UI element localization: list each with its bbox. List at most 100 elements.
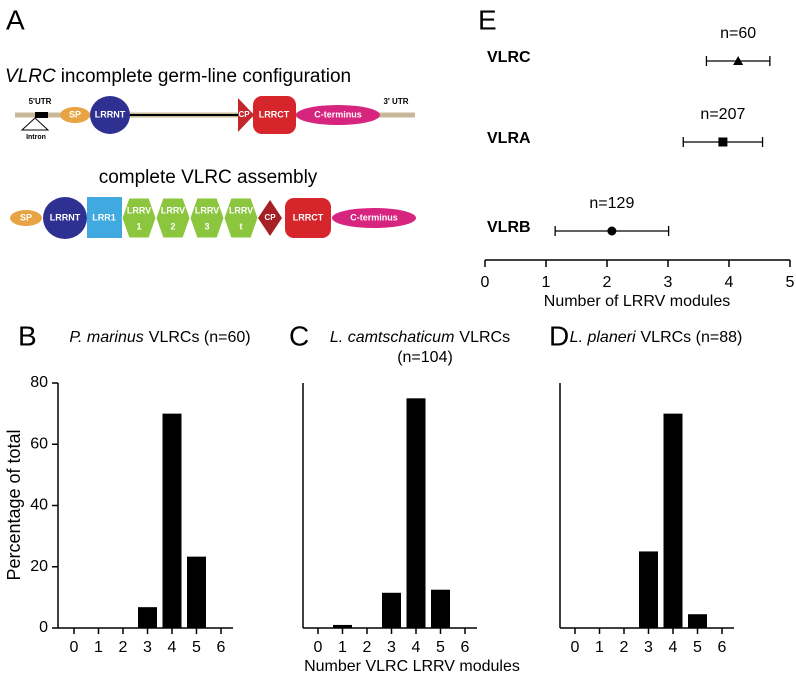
bar (431, 589, 450, 628)
domain-label: 1 (136, 221, 141, 231)
lrrct (253, 96, 296, 134)
x-tick-label: 1 (595, 639, 604, 656)
x-tick-label: 4 (725, 274, 734, 291)
x-tick-label: 5 (693, 639, 702, 656)
x-tick-label: 2 (603, 274, 612, 291)
sp (60, 107, 90, 123)
x-tick-label: 2 (119, 639, 128, 656)
x-tick-label: 5 (192, 639, 201, 656)
intron-label: Intron (26, 134, 46, 141)
x-tick-label: 4 (669, 639, 678, 656)
panel-label: A (6, 4, 25, 35)
chart-title: P. marinus VLRCs (n=60) (69, 329, 250, 346)
lrrv (121, 197, 157, 239)
x-axis-label: Number VLRC LRRV modules (304, 658, 520, 675)
chart-title: L. planeri VLRCs (n=88) (570, 329, 743, 346)
c-terminus (332, 208, 416, 228)
title-italic: VLRC (5, 66, 56, 87)
lrrnt (90, 96, 130, 134)
bar (138, 607, 157, 628)
y-tick-label: 0 (39, 619, 48, 636)
bar (333, 624, 352, 628)
title-italic: L. camtschaticum (330, 329, 454, 346)
lrrct (285, 198, 331, 238)
domain-label: LRRV (195, 205, 219, 215)
c-terminus (296, 105, 380, 125)
panel-label: E (478, 4, 497, 35)
annotation: n=60 (720, 25, 756, 42)
domain-label: C-terminus (350, 212, 398, 222)
x-tick-label: 5 (786, 274, 795, 291)
x-tick-label: 1 (542, 274, 551, 291)
y-tick-label: 60 (30, 435, 48, 452)
x-tick-label: 2 (363, 639, 372, 656)
domain-label: LRRV (161, 205, 185, 215)
domain-label: LRRCT (259, 109, 290, 119)
domain-label: CP (264, 213, 276, 222)
cp (238, 98, 254, 132)
domain-label: LRRCT (293, 212, 324, 222)
y-axis-label: Percentage of total (4, 429, 24, 580)
domain-label: 2 (170, 221, 175, 231)
marker (607, 226, 617, 236)
x-tick-label: 3 (143, 639, 152, 656)
x-tick-label: 4 (412, 639, 421, 656)
lrrv-group: LRRV 1 LRRV 2 LRRV 3 LRRV t (121, 197, 259, 239)
x-tick-label: 1 (94, 639, 103, 656)
category-label: VLRA (487, 130, 531, 147)
y-tick-label: 20 (30, 558, 48, 575)
x-tick-label: 3 (664, 274, 673, 291)
bar (187, 556, 206, 628)
x-tick-label: 1 (338, 639, 347, 656)
title-italic: P. marinus (69, 329, 143, 346)
panel-label: B (18, 320, 37, 351)
domain-label: SP (20, 212, 32, 222)
x-tick-label: 0 (70, 639, 79, 656)
exon (35, 112, 48, 118)
title-text: VLRCs (459, 329, 510, 346)
x-tick-label: 0 (314, 639, 323, 656)
domain-label: t (240, 221, 243, 231)
lrrv (155, 197, 191, 239)
domain-label: C-terminus (314, 109, 362, 119)
sp (10, 210, 42, 226)
category-label: VLRC (487, 49, 531, 66)
annotation: n=129 (589, 195, 634, 212)
panel-a: A VLRC incomplete germ-line configuration… (5, 4, 416, 239)
domain-label: LRRV (229, 205, 253, 215)
domain-label: 3 (204, 221, 209, 231)
x-tick-label: 3 (387, 639, 396, 656)
bar (688, 614, 707, 628)
x-tick-label: 0 (481, 274, 490, 291)
chart-title: L. camtschaticum VLRCs (330, 329, 510, 346)
domain-label: LRRNT (50, 212, 81, 222)
marker (733, 56, 744, 65)
x-tick-label: 2 (620, 639, 629, 656)
x-tick-label: 5 (436, 639, 445, 656)
assembly-title: complete VLRC assembly (99, 167, 318, 188)
bar (406, 398, 426, 628)
intron-mark (20, 117, 50, 131)
cp (258, 200, 282, 236)
chart-title-line2: (n=104) (397, 349, 453, 366)
domain-label: CP (238, 110, 250, 119)
bar (639, 551, 658, 628)
bar (663, 413, 683, 628)
panel-label: D (549, 320, 569, 351)
x-axis-label: Number of LRRV modules (544, 293, 730, 310)
x-tick-label: 6 (217, 639, 226, 656)
bar (382, 592, 401, 628)
x-tick-label: 4 (168, 639, 177, 656)
title-text: incomplete germ-line configuration (61, 66, 351, 87)
x-tick-label: 6 (461, 639, 470, 656)
utr-label: 5'UTR (29, 97, 52, 106)
title-text: VLRCs (n=60) (149, 329, 251, 346)
bar (162, 413, 182, 628)
title-italic: L. planeri (570, 329, 636, 346)
domain-label: SP (69, 109, 81, 119)
x-tick-label: 6 (718, 639, 727, 656)
panel-label: C (289, 320, 309, 351)
lrrv (223, 197, 259, 239)
x-tick-label: 3 (644, 639, 653, 656)
